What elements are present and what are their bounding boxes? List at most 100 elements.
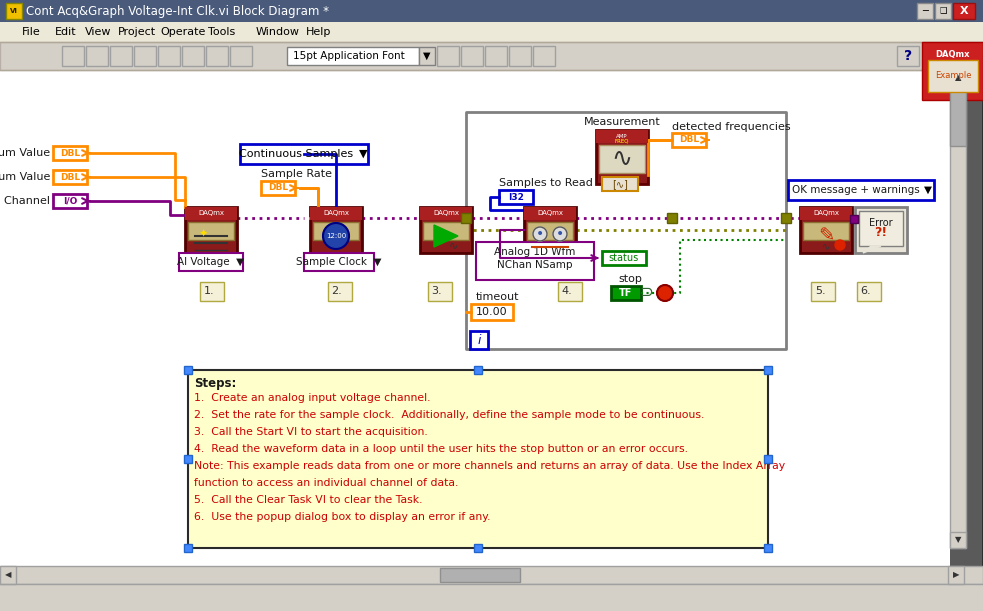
Bar <box>897 46 919 66</box>
Text: 5.  Call the Clear Task VI to clear the Task.: 5. Call the Clear Task VI to clear the T… <box>194 495 423 505</box>
Bar <box>928 60 978 92</box>
Text: Sample Rate: Sample Rate <box>261 169 332 179</box>
Bar <box>948 566 964 584</box>
Text: I32: I32 <box>508 192 524 202</box>
Text: ?!: ?! <box>875 227 888 240</box>
Bar <box>509 46 531 66</box>
Bar <box>420 207 472 220</box>
Bar <box>602 177 638 191</box>
Bar <box>428 282 452 301</box>
Bar <box>781 213 791 223</box>
Text: DAQmx: DAQmx <box>433 210 459 216</box>
Text: ∿: ∿ <box>611 146 632 170</box>
Polygon shape <box>863 246 881 253</box>
Bar <box>53 194 87 208</box>
Text: View: View <box>85 27 111 37</box>
Bar <box>200 282 224 301</box>
Circle shape <box>553 227 567 241</box>
Text: DAQmx: DAQmx <box>935 49 969 59</box>
Bar <box>950 70 966 86</box>
Bar <box>558 282 582 301</box>
Text: 2.  Set the rate for the sample clock.  Additionally, define the sample mode to : 2. Set the rate for the sample clock. Ad… <box>194 410 705 420</box>
Bar <box>0 0 983 22</box>
Bar <box>788 180 934 200</box>
Text: i: i <box>478 334 481 346</box>
Bar <box>188 370 768 548</box>
Text: DBL: DBL <box>60 172 80 181</box>
Bar <box>499 190 533 204</box>
Text: ❑: ❑ <box>939 7 947 15</box>
Text: 15pt Application Font: 15pt Application Font <box>293 51 405 61</box>
Bar <box>764 366 772 374</box>
Text: ✦: ✦ <box>199 229 207 239</box>
Bar <box>857 282 881 301</box>
Bar <box>179 253 243 271</box>
Bar <box>110 46 132 66</box>
Bar <box>953 3 975 19</box>
Bar <box>524 207 576 220</box>
Text: NChan NSamp: NChan NSamp <box>497 260 573 270</box>
Bar <box>328 282 352 301</box>
Text: ✎: ✎ <box>818 227 835 246</box>
Bar <box>0 22 983 42</box>
Text: Continuous Samples: Continuous Samples <box>239 149 353 159</box>
Text: Project: Project <box>118 27 156 37</box>
Bar <box>240 144 368 164</box>
Text: ▲: ▲ <box>954 73 961 82</box>
Text: function to access an individual channel of data.: function to access an individual channel… <box>194 478 458 488</box>
Bar <box>764 544 772 552</box>
Bar <box>158 46 180 66</box>
Text: Operate: Operate <box>160 27 205 37</box>
Text: •: • <box>555 227 564 241</box>
Bar <box>461 46 483 66</box>
Text: TF: TF <box>619 288 633 298</box>
Text: 1.: 1. <box>203 286 214 296</box>
Bar <box>0 566 16 584</box>
Text: File: File <box>22 27 40 37</box>
Bar <box>672 133 706 147</box>
Circle shape <box>323 223 349 249</box>
Bar <box>6 3 22 19</box>
Bar <box>419 47 435 65</box>
Bar <box>922 42 983 100</box>
Bar <box>182 46 204 66</box>
Text: ▼: ▼ <box>359 149 368 159</box>
Text: Note: This example reads data from one or more channels and returns an array of : Note: This example reads data from one o… <box>194 461 785 471</box>
Bar <box>527 222 573 240</box>
Bar <box>471 304 513 320</box>
Text: AMP: AMP <box>616 133 628 139</box>
Bar <box>313 222 359 240</box>
Bar <box>859 211 903 246</box>
Text: detected frequencies: detected frequencies <box>672 122 790 132</box>
Bar <box>950 86 966 146</box>
Text: DBL: DBL <box>60 148 80 158</box>
Bar <box>437 46 459 66</box>
Bar <box>461 213 471 223</box>
Circle shape <box>533 227 547 241</box>
Text: DBL: DBL <box>268 183 288 192</box>
Bar <box>423 222 469 240</box>
Text: DAQmx: DAQmx <box>813 210 839 216</box>
Text: 3.: 3. <box>432 286 442 296</box>
Text: Minimum Value: Minimum Value <box>0 148 50 158</box>
Bar <box>803 222 849 240</box>
Text: Physical Channel: Physical Channel <box>0 196 50 206</box>
Text: Samples to Read: Samples to Read <box>499 178 593 188</box>
Bar <box>811 282 835 301</box>
Text: 4.  Read the waveform data in a loop until the user hits the stop button or an e: 4. Read the waveform data in a loop unti… <box>194 444 688 454</box>
Text: FREQ: FREQ <box>614 139 629 144</box>
Text: I/O: I/O <box>63 197 78 205</box>
Text: 3.  Call the Start VI to start the acquisition.: 3. Call the Start VI to start the acquis… <box>194 427 428 437</box>
Text: DAQmx: DAQmx <box>198 210 224 216</box>
Text: •: • <box>536 227 545 241</box>
Bar <box>304 253 374 271</box>
Bar <box>0 566 983 584</box>
Text: ⊃: ⊃ <box>639 283 653 301</box>
Text: ▼: ▼ <box>924 185 932 195</box>
Bar <box>184 366 192 374</box>
Text: DBL: DBL <box>679 136 699 144</box>
Text: ◀: ◀ <box>5 571 11 579</box>
Text: 2.: 2. <box>331 286 342 296</box>
Bar <box>602 251 646 265</box>
Bar <box>206 46 228 66</box>
